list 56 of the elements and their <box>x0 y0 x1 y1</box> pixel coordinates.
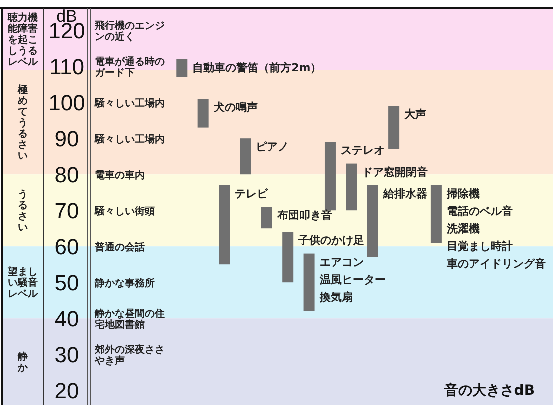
annotation: 騒々しい工場内 <box>94 134 165 146</box>
annotation: ドア窓開閉音 <box>362 166 428 179</box>
annotation: 温風ヒーター <box>318 273 386 286</box>
annotation: 車のアイドリング音 <box>446 257 546 270</box>
annotation: 飛行機のエンジンの近く <box>94 20 165 44</box>
annotation: 布団叩き音 <box>276 209 332 222</box>
y-tick-label: 110 <box>49 54 85 80</box>
annotation: 掃除機 <box>446 187 480 200</box>
bar <box>176 59 188 78</box>
y-tick-label: 60 <box>54 234 80 260</box>
y-tick-label: 80 <box>54 162 80 188</box>
y-tick-label: 70 <box>54 198 80 224</box>
annotation: 騒々しい工場内 <box>94 98 165 110</box>
bar <box>261 207 272 229</box>
y-tick-label: 40 <box>54 306 80 332</box>
annotation: エアコン <box>320 256 364 269</box>
bar <box>198 99 209 128</box>
bar <box>430 185 442 243</box>
bar <box>282 232 294 283</box>
band-label: うるさい <box>18 190 28 234</box>
bar <box>304 254 315 312</box>
bar <box>346 164 358 211</box>
annotation: 洗濯機 <box>446 222 480 236</box>
band-label: 静か <box>17 350 29 374</box>
annotation: 普通の会話 <box>94 242 145 254</box>
y-tick-label: 50 <box>54 270 80 296</box>
annotation: ピアノ <box>256 140 290 154</box>
annotation: 静かな昼間の住宅地図書館 <box>94 308 165 332</box>
annotation: 電話のベル音 <box>446 204 513 218</box>
annotation: 給排水器 <box>382 187 428 200</box>
annotation: 換気扇 <box>318 290 353 304</box>
annotation: 大声 <box>404 108 427 122</box>
annotation: 郊外の深夜ささやき声 <box>94 344 165 368</box>
annotation: 犬の鳴声 <box>212 101 258 114</box>
annotation: 騒々しい街頭 <box>94 206 155 218</box>
annotation: 静かな事務所 <box>94 278 155 290</box>
annotation: ステレオ <box>340 144 385 158</box>
band-label: 極めてうるさい <box>17 84 28 162</box>
band-label: 望ましい騒音レベル <box>7 266 39 300</box>
bar <box>388 106 400 150</box>
x-axis-title: 音の大きさdB <box>443 382 535 399</box>
annotation: 電車の車内 <box>95 170 145 182</box>
annotation: 電車が通る時のガード下 <box>95 56 165 80</box>
bar <box>240 138 252 175</box>
y-tick-label: 20 <box>54 378 80 404</box>
y-tick-label: 100 <box>48 90 86 116</box>
bar <box>219 185 230 265</box>
bar <box>324 142 336 211</box>
y-tick-label: 30 <box>54 342 80 368</box>
annotation: 目覚まし時計 <box>446 240 513 253</box>
y-tick-label: 90 <box>54 126 80 152</box>
band-label: 聴力機能障害を起こしうるレベル <box>7 12 39 68</box>
annotation: テレビ <box>235 187 270 200</box>
annotation: 自動車の警笛（前方2m） <box>192 61 322 74</box>
bar <box>367 185 378 258</box>
annotation: 子供のかけ足 <box>298 234 365 248</box>
